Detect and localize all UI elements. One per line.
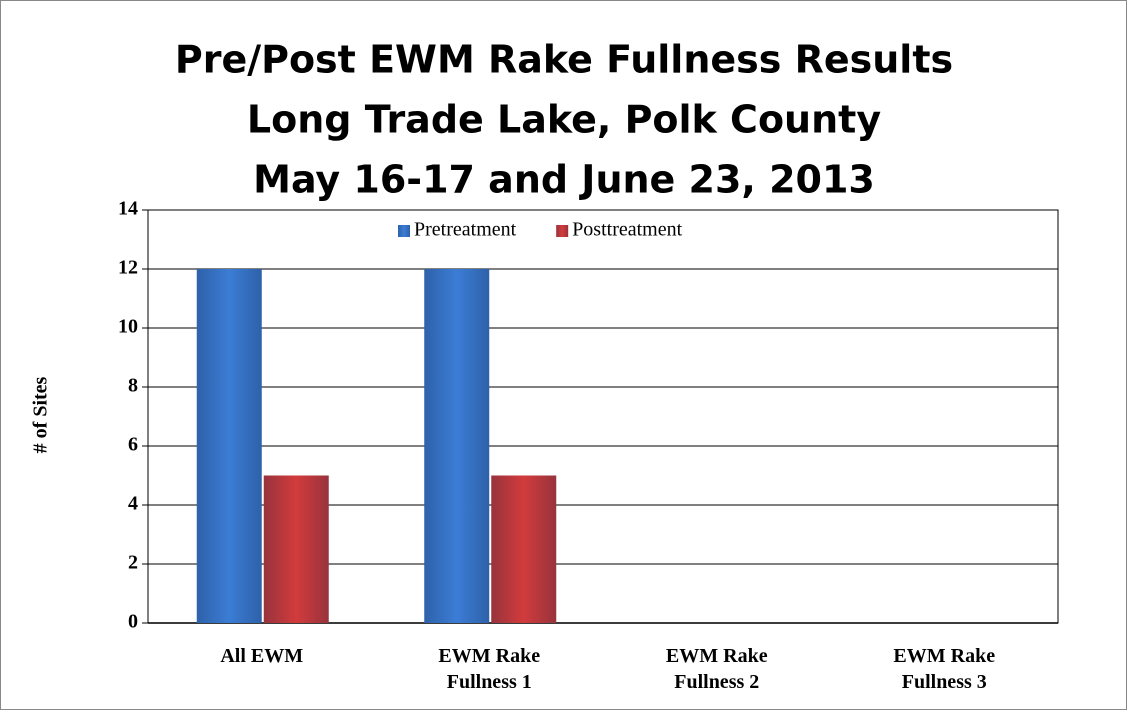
- x-tick-label: EWM Rake Fullness 3: [893, 645, 995, 693]
- y-axis-label: # of Sites: [30, 376, 52, 453]
- y-tick-label: 14: [118, 198, 138, 220]
- legend-label: Posttreatment: [572, 219, 682, 241]
- y-tick-label: 12: [118, 257, 138, 279]
- y-tick-label: 0: [128, 611, 138, 633]
- y-tick-label: 6: [128, 434, 138, 456]
- chart-title: May 16-17 and June 23, 2013: [253, 158, 875, 202]
- bar: [491, 475, 557, 623]
- bar: [263, 475, 329, 623]
- x-tick-label: All EWM: [220, 645, 303, 667]
- legend-swatch: [398, 225, 410, 237]
- y-tick-label: 8: [128, 375, 138, 397]
- chart-title: Pre/Post EWM Rake Fullness Results: [175, 38, 953, 82]
- y-tick-label: 2: [128, 552, 138, 574]
- legend-swatch: [556, 225, 569, 237]
- chart-title: Long Trade Lake, Polk County: [247, 98, 881, 142]
- legend-label: Pretreatment: [414, 219, 517, 241]
- x-tick-label: EWM Rake Fullness 1: [438, 645, 540, 693]
- y-tick-label: 10: [118, 316, 138, 338]
- y-tick-label: 4: [128, 493, 138, 515]
- plot-border: [147, 209, 1059, 624]
- bar: [424, 269, 490, 623]
- bar: [196, 269, 262, 623]
- x-tick-label: EWM Rake Fullness 2: [666, 645, 768, 693]
